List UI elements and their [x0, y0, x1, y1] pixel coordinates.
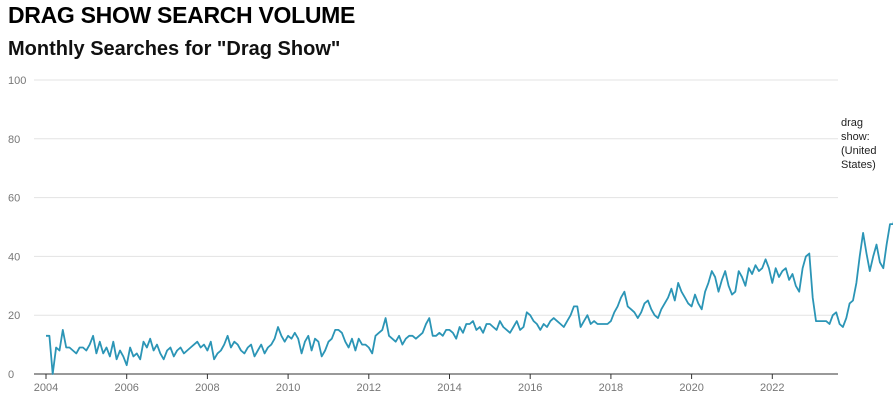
y-tick-labels: 0 20 40 60 80 100	[8, 75, 26, 381]
y-tick-label: 0	[8, 369, 14, 381]
data-series	[46, 220, 893, 375]
x-tick-label: 2004	[34, 382, 58, 394]
x-tick-label: 2010	[276, 382, 300, 394]
x-tick-label: 2020	[679, 382, 703, 394]
y-tick-label: 40	[8, 251, 20, 263]
x-tick-label: 2016	[518, 382, 542, 394]
series-end-label: drag show: (United States)	[841, 117, 876, 171]
y-tick-label: 100	[8, 75, 26, 87]
series-line	[46, 220, 893, 375]
y-tick-label: 80	[8, 134, 20, 146]
chart-title: DRAG SHOW SEARCH VOLUME	[8, 2, 356, 28]
x-tick-label: 2008	[195, 382, 219, 394]
x-tick-label: 2022	[760, 382, 784, 394]
series-label-line: States)	[841, 159, 876, 171]
x-tick-label: 2018	[599, 382, 623, 394]
grid-lines	[34, 79, 838, 316]
series-label-line: drag	[841, 117, 863, 129]
x-tick-label: 2012	[357, 382, 381, 394]
series-label-line: (United	[841, 145, 876, 157]
x-tick-label: 2006	[114, 382, 138, 394]
chart-subtitle: Monthly Searches for "Drag Show"	[8, 38, 341, 60]
series-labels: drag show: (United States)	[841, 117, 876, 171]
x-axis: 2004 2006 2008 2010 2012 2014 2016 2018 2020 2022	[34, 373, 838, 394]
x-tick-label: 2014	[437, 382, 461, 394]
y-tick-label: 60	[8, 193, 20, 205]
series-label-line: show:	[841, 131, 870, 143]
y-tick-label: 20	[8, 310, 20, 322]
